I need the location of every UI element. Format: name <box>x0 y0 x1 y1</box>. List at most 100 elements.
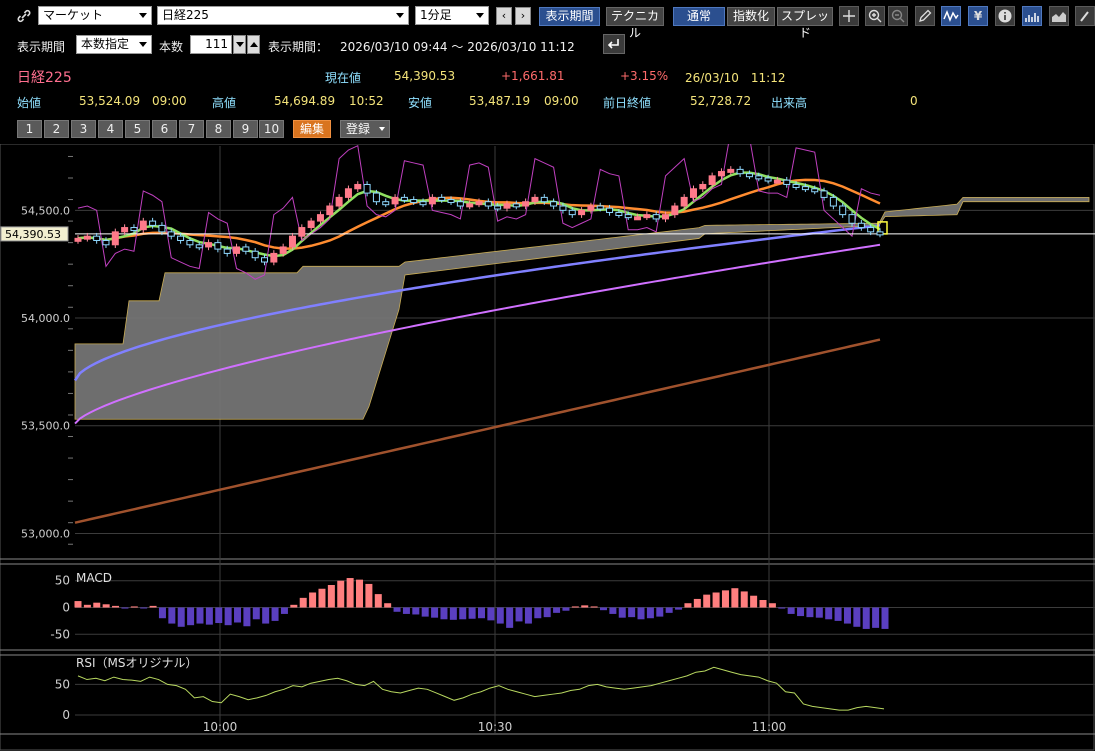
macd-bar <box>853 607 861 627</box>
macd-bar <box>187 607 195 626</box>
symbol-name: 日経225 <box>17 70 72 86</box>
macd-bar <box>815 607 823 618</box>
preset-button-2[interactable]: 2 <box>44 120 69 138</box>
technical-button[interactable]: テクニカル <box>606 7 664 40</box>
preset-button-8[interactable]: 8 <box>206 120 231 138</box>
macd-bar <box>449 607 457 620</box>
high-label: 高値 <box>212 96 237 110</box>
time-tick-label: 10:00 <box>203 720 238 734</box>
wave-icon[interactable] <box>941 6 961 26</box>
macd-bar <box>590 606 598 608</box>
macd-bar <box>646 607 654 619</box>
candle-body <box>717 171 725 177</box>
price-tick-label: 53,000.0 <box>21 527 70 540</box>
candle-body <box>121 227 129 233</box>
zoom-out-icon[interactable] <box>888 6 908 26</box>
volume-value: 0 <box>910 94 918 108</box>
current-label: 現在値 <box>325 71 362 85</box>
candle-body <box>624 214 632 219</box>
my-icon[interactable] <box>1022 6 1042 26</box>
candle-body <box>391 196 399 205</box>
candle-body <box>83 235 91 240</box>
pencil-icon[interactable] <box>915 6 935 26</box>
macd-bar <box>337 580 345 608</box>
macd-bar <box>843 607 851 624</box>
preset-button-3[interactable]: 3 <box>71 120 96 138</box>
range-label: 表示期間： <box>268 40 329 54</box>
candle-body <box>755 175 763 180</box>
preset-button-4[interactable]: 4 <box>98 120 123 138</box>
candle-body <box>503 203 511 209</box>
candle-body <box>316 214 324 222</box>
preset-button-5[interactable]: 5 <box>125 120 150 138</box>
market-select[interactable]: マーケット <box>38 6 152 25</box>
candlesticks <box>74 166 884 266</box>
preset-button-10[interactable]: 10 <box>259 120 284 138</box>
next-button[interactable]: › <box>515 7 531 25</box>
candle-body <box>475 201 483 206</box>
candle-body <box>251 250 259 259</box>
chart-canvas[interactable]: 54,500.0 54,000.0 53,500.0 53,000.0 10:00 10:… <box>0 144 1095 751</box>
macd-bar <box>374 594 382 608</box>
candle-body <box>223 248 231 254</box>
macd-bar <box>609 607 617 614</box>
macd-bar <box>93 602 101 608</box>
spread-button[interactable]: スプレッド <box>777 7 833 40</box>
candle-body <box>93 235 101 241</box>
macd-bar <box>346 578 354 608</box>
candle-body <box>512 203 520 208</box>
macd-bar <box>553 607 561 613</box>
candle-body <box>195 244 203 249</box>
info-icon[interactable] <box>995 6 1015 26</box>
macd-bar <box>440 607 448 620</box>
preset-button-1[interactable]: 1 <box>17 120 42 138</box>
candle-body <box>680 196 688 207</box>
normal-button[interactable]: 通常 <box>673 7 725 26</box>
macd-bar <box>534 607 542 619</box>
preset-button-7[interactable]: 7 <box>179 120 204 138</box>
chevron-down-icon <box>396 13 404 18</box>
link-icon[interactable] <box>16 8 32 24</box>
count-stepper-down[interactable] <box>233 35 246 54</box>
candle-body <box>540 196 548 203</box>
macd-bar <box>562 607 570 611</box>
candle-body <box>596 205 604 210</box>
count-input[interactable]: 111 <box>190 35 232 54</box>
macd-bar <box>787 607 795 614</box>
macd-bar <box>872 607 880 628</box>
symbol-select[interactable]: 日経225 <box>157 6 409 25</box>
macd-tick-label: 50 <box>55 574 70 588</box>
crosshair-icon[interactable] <box>839 6 859 26</box>
prev-button[interactable]: ‹ <box>496 7 512 25</box>
macd-bar <box>862 607 870 629</box>
open-label: 始値 <box>17 96 42 110</box>
candle-body <box>354 183 362 190</box>
display-period-button[interactable]: 表示期間 <box>539 7 600 26</box>
area-chart-icon[interactable] <box>1049 6 1069 26</box>
chevron-down-icon <box>236 42 244 47</box>
interval-select[interactable]: 1分足 <box>415 6 489 25</box>
macd-bar <box>496 607 504 624</box>
quote-timestamp: 26/03/10 11:12 <box>685 71 786 85</box>
candle-body <box>335 196 343 207</box>
candle-body <box>400 196 408 201</box>
candle-body <box>326 205 334 216</box>
preset-button-9[interactable]: 9 <box>233 120 258 138</box>
edit-preset-button[interactable]: 編集 <box>293 120 331 138</box>
preset-button-6[interactable]: 6 <box>152 120 177 138</box>
index-button[interactable]: 指数化 <box>727 7 775 26</box>
current-price-label: 54,390.53 <box>5 228 61 241</box>
ma-short-line <box>73 224 881 382</box>
count-stepper-up[interactable] <box>247 35 260 54</box>
register-preset-button[interactable]: 登録 <box>340 120 390 138</box>
yen-icon[interactable]: ¥ <box>968 6 988 26</box>
tool-icon[interactable] <box>1075 6 1095 26</box>
macd-bar <box>478 607 485 619</box>
period-mode-select[interactable]: 本数指定 <box>76 35 152 54</box>
chevron-down-icon <box>139 42 147 47</box>
zoom-in-icon[interactable] <box>865 6 885 26</box>
macd-bar <box>721 590 729 608</box>
reset-period-button[interactable] <box>603 34 625 54</box>
macd-bar <box>506 607 514 628</box>
rsi-tick-label: 50 <box>55 677 70 691</box>
